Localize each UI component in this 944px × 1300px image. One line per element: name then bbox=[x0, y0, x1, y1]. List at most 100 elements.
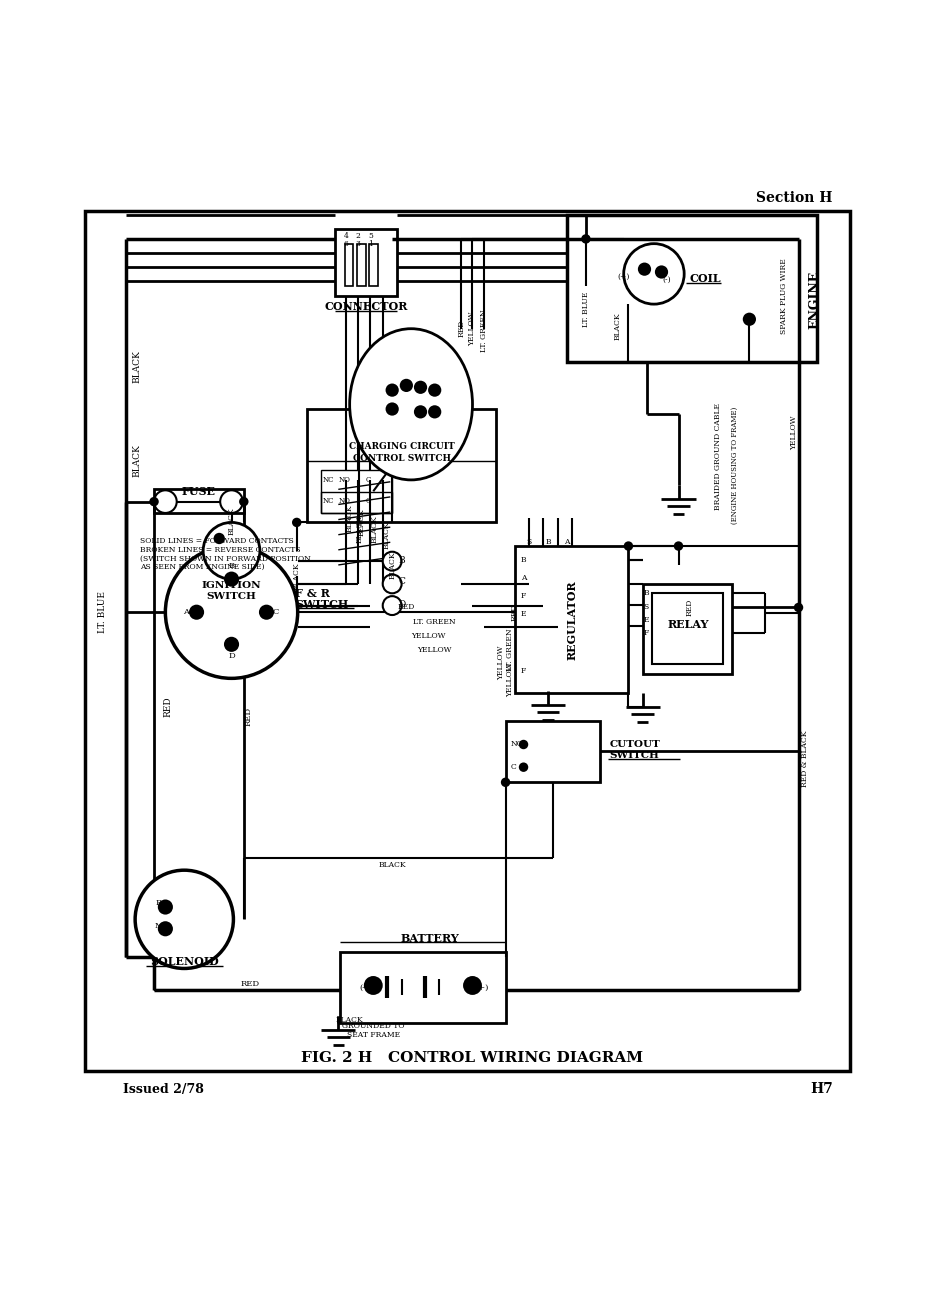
Text: RED: RED bbox=[685, 599, 693, 616]
Text: BLACK: BLACK bbox=[228, 508, 235, 536]
Text: B: B bbox=[397, 555, 405, 564]
Circle shape bbox=[385, 384, 398, 396]
Text: CONTROL SWITCH: CONTROL SWITCH bbox=[352, 454, 450, 463]
Circle shape bbox=[363, 976, 382, 994]
Text: RED: RED bbox=[457, 320, 464, 338]
Circle shape bbox=[623, 243, 683, 304]
Text: B: B bbox=[520, 556, 526, 564]
Bar bbox=[505, 722, 599, 783]
Text: (+): (+) bbox=[616, 273, 630, 281]
Text: B: B bbox=[545, 538, 550, 546]
Circle shape bbox=[500, 777, 510, 786]
Text: SEAT FRAME: SEAT FRAME bbox=[346, 1031, 399, 1039]
Bar bbox=[642, 584, 732, 673]
Bar bbox=[369, 243, 378, 286]
Text: C: C bbox=[397, 577, 405, 586]
Text: F: F bbox=[520, 592, 526, 601]
Bar bbox=[651, 593, 722, 664]
Text: C: C bbox=[510, 763, 515, 771]
Text: E: E bbox=[643, 616, 649, 624]
Bar bbox=[335, 230, 396, 295]
Text: C: C bbox=[365, 497, 371, 504]
Text: BLACK: BLACK bbox=[388, 551, 396, 578]
Text: 5: 5 bbox=[367, 233, 373, 240]
Circle shape bbox=[189, 604, 204, 620]
Bar bbox=[345, 243, 353, 286]
Text: RED: RED bbox=[241, 980, 260, 988]
Circle shape bbox=[239, 497, 248, 507]
Circle shape bbox=[158, 900, 173, 915]
Text: S: S bbox=[526, 538, 531, 546]
Circle shape bbox=[637, 263, 650, 276]
Circle shape bbox=[428, 406, 441, 419]
Text: LT. GREEN: LT. GREEN bbox=[413, 618, 456, 625]
Ellipse shape bbox=[349, 329, 472, 480]
Text: YELLOW: YELLOW bbox=[506, 663, 514, 698]
Circle shape bbox=[793, 603, 802, 612]
Text: S: S bbox=[643, 602, 649, 611]
Circle shape bbox=[654, 265, 667, 278]
Circle shape bbox=[623, 541, 632, 551]
Circle shape bbox=[292, 517, 301, 528]
Bar bbox=[154, 489, 244, 514]
Text: BLACK: BLACK bbox=[358, 508, 365, 536]
Text: BLACK: BLACK bbox=[335, 1017, 363, 1024]
Text: NO: NO bbox=[339, 476, 350, 484]
Text: A: A bbox=[520, 575, 526, 582]
Text: SOLID LINES = FORWARD CONTACTS: SOLID LINES = FORWARD CONTACTS bbox=[140, 537, 294, 545]
Text: 2: 2 bbox=[355, 233, 361, 240]
Text: B: B bbox=[643, 589, 649, 597]
Text: CONNECTOR: CONNECTOR bbox=[324, 302, 407, 312]
Text: C: C bbox=[365, 476, 371, 484]
Text: LT. GREEN: LT. GREEN bbox=[480, 309, 487, 352]
Text: NO: NO bbox=[339, 497, 350, 504]
Text: BLACK: BLACK bbox=[132, 445, 142, 477]
Circle shape bbox=[165, 546, 297, 679]
Text: FIG. 2 H   CONTROL WIRING DIAGRAM: FIG. 2 H CONTROL WIRING DIAGRAM bbox=[301, 1052, 643, 1065]
Circle shape bbox=[224, 572, 239, 586]
Text: BLACK: BLACK bbox=[346, 504, 353, 532]
Text: RED & BLACK: RED & BLACK bbox=[801, 731, 808, 786]
Text: BLACK: BLACK bbox=[132, 350, 142, 384]
Text: Section H: Section H bbox=[755, 191, 831, 205]
Text: 6: 6 bbox=[343, 239, 348, 247]
Text: SPARK PLUG WIRE: SPARK PLUG WIRE bbox=[780, 257, 787, 334]
Bar bbox=[357, 243, 365, 286]
Text: 3: 3 bbox=[355, 239, 361, 247]
Text: (-): (-) bbox=[359, 984, 368, 992]
Circle shape bbox=[673, 541, 683, 551]
Text: SOLENOID: SOLENOID bbox=[150, 957, 218, 967]
Text: LT. BLUE: LT. BLUE bbox=[582, 292, 589, 328]
Text: BLACK: BLACK bbox=[293, 563, 300, 590]
Text: CUTOUT: CUTOUT bbox=[609, 740, 660, 749]
Circle shape bbox=[428, 384, 441, 396]
Circle shape bbox=[220, 490, 243, 514]
Circle shape bbox=[203, 523, 260, 578]
Text: 1: 1 bbox=[367, 239, 373, 247]
Text: BLACK: BLACK bbox=[378, 861, 406, 868]
Text: H7: H7 bbox=[810, 1083, 833, 1096]
Text: CHARGING CIRCUIT: CHARGING CIRCUIT bbox=[348, 442, 454, 451]
Text: NC: NC bbox=[323, 476, 334, 484]
Text: D: D bbox=[228, 651, 235, 660]
Text: SWITCH: SWITCH bbox=[609, 751, 659, 760]
Text: RED: RED bbox=[163, 697, 173, 718]
Text: SWITCH: SWITCH bbox=[295, 599, 347, 610]
Text: Issued 2/78: Issued 2/78 bbox=[123, 1083, 204, 1096]
Text: (ENGINE HOUSING TO FRAME): (ENGINE HOUSING TO FRAME) bbox=[731, 407, 738, 524]
Text: 4: 4 bbox=[343, 233, 348, 240]
Circle shape bbox=[742, 312, 755, 326]
Bar bbox=[307, 410, 496, 523]
Text: (+): (+) bbox=[475, 984, 488, 992]
Text: A: A bbox=[183, 608, 189, 616]
Circle shape bbox=[382, 575, 401, 593]
Text: GROUNDED TO: GROUNDED TO bbox=[342, 1022, 404, 1030]
Bar bbox=[321, 493, 392, 514]
Circle shape bbox=[135, 870, 233, 968]
Circle shape bbox=[259, 604, 274, 620]
Text: SWITCH: SWITCH bbox=[207, 592, 256, 601]
Text: BLACK: BLACK bbox=[613, 312, 620, 339]
Text: D: D bbox=[397, 601, 405, 610]
Text: M: M bbox=[154, 922, 163, 929]
Text: A: A bbox=[564, 538, 569, 546]
